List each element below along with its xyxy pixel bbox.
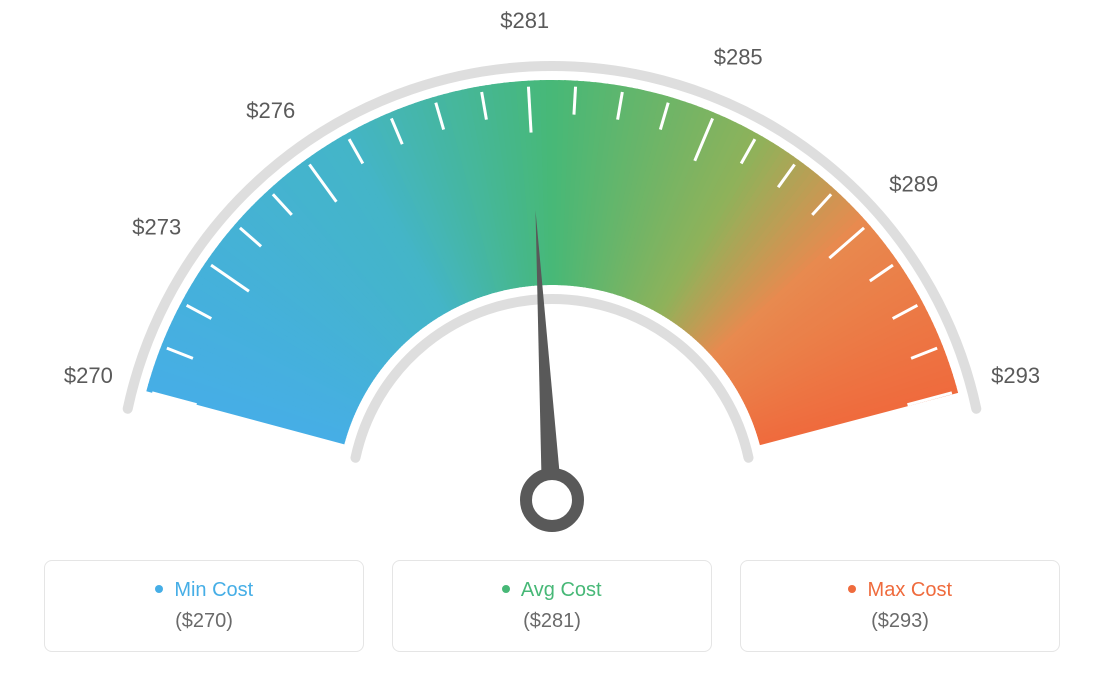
legend-avg-value: ($281) bbox=[403, 610, 701, 633]
legend-row: Min Cost ($270) Avg Cost ($281) Max Cost… bbox=[0, 560, 1104, 652]
legend-card-min: Min Cost ($270) bbox=[44, 560, 364, 652]
gauge-svg: $270 $273 $276 $281 $285 $289 $293 bbox=[0, 0, 1104, 560]
legend-min-dot-icon bbox=[155, 585, 163, 593]
gauge-tick-label: $289 bbox=[889, 172, 938, 197]
gauge-tick-label: $281 bbox=[500, 8, 549, 33]
legend-card-avg: Avg Cost ($281) bbox=[392, 560, 712, 652]
gauge-tick-label: $270 bbox=[64, 363, 113, 388]
legend-max-value: ($293) bbox=[751, 610, 1049, 633]
legend-avg-title: Avg Cost bbox=[403, 579, 701, 602]
gauge-hub-outer bbox=[526, 474, 578, 526]
legend-card-max: Max Cost ($293) bbox=[740, 560, 1060, 652]
legend-min-title: Min Cost bbox=[55, 579, 353, 602]
legend-max-dot-icon bbox=[848, 585, 856, 593]
gauge-tick-label: $285 bbox=[714, 45, 763, 70]
gauge-tick-label: $293 bbox=[991, 363, 1040, 388]
cost-gauge: $270 $273 $276 $281 $285 $289 $293 bbox=[0, 0, 1104, 560]
legend-min-value: ($270) bbox=[55, 610, 353, 633]
legend-max-label: Max Cost bbox=[868, 579, 952, 601]
legend-avg-dot-icon bbox=[502, 585, 510, 593]
gauge-arc bbox=[146, 80, 958, 445]
gauge-tick-label: $273 bbox=[132, 215, 181, 240]
legend-max-title: Max Cost bbox=[751, 579, 1049, 602]
gauge-tick-label: $276 bbox=[246, 98, 295, 123]
legend-min-label: Min Cost bbox=[174, 579, 253, 601]
legend-avg-label: Avg Cost bbox=[521, 579, 602, 601]
